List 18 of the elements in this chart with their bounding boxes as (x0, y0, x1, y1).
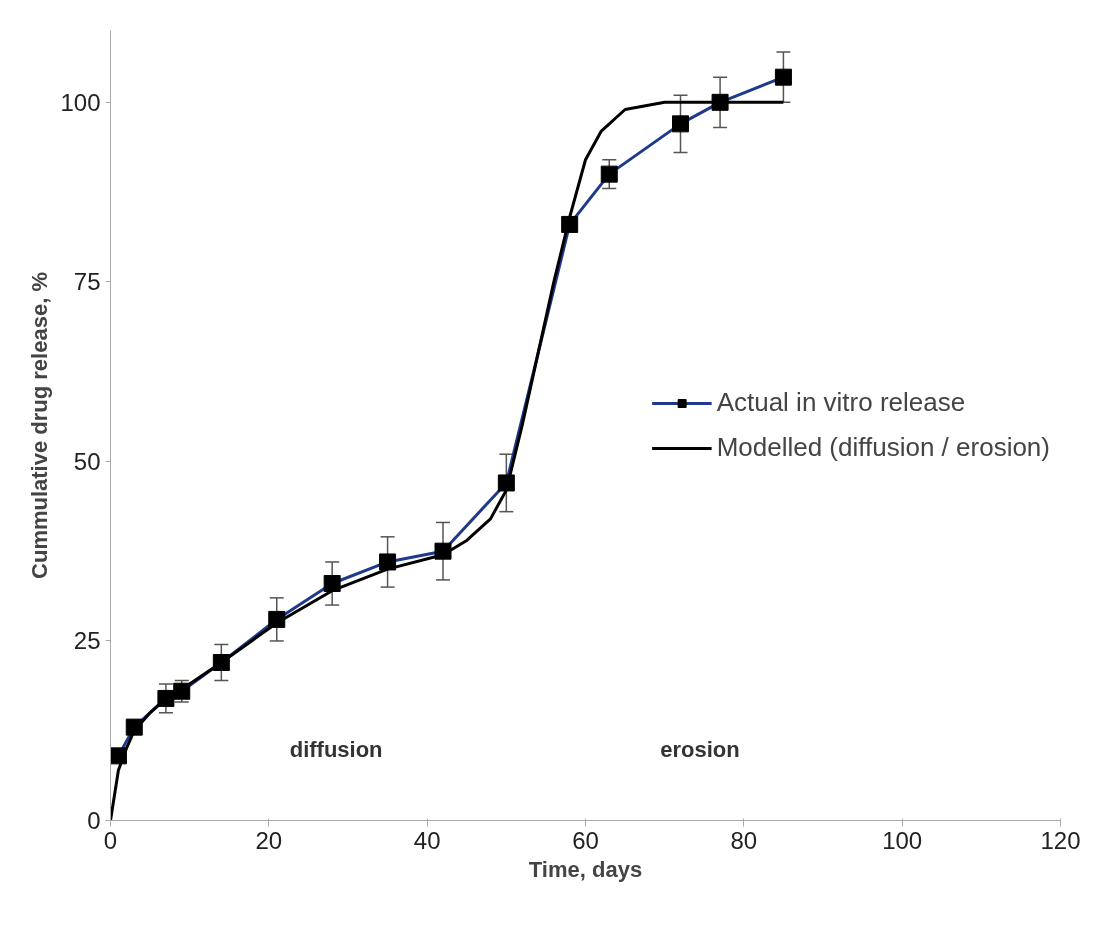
y-tick-label: 50 (73, 447, 101, 475)
annotation: diffusion (289, 736, 383, 762)
x-tick-label: 100 (882, 826, 923, 854)
x-tick-label: 20 (255, 826, 283, 854)
legend-label: Modelled (diffusion / erosion) (716, 432, 1050, 463)
y-tick-label: 25 (73, 627, 101, 655)
y-tick-label: 0 (87, 807, 101, 834)
x-tick-label: 80 (730, 826, 758, 854)
y-axis-title: Cummulative drug release, % (27, 272, 53, 579)
x-tick-label: 120 (1040, 826, 1081, 854)
x-tick-label: 40 (413, 826, 441, 854)
y-tick-label: 100 (60, 88, 101, 116)
x-tick-label: 0 (103, 826, 118, 854)
x-axis-title: Time, days (528, 856, 643, 882)
y-tick-label: 75 (73, 268, 101, 296)
x-tick-label: 60 (572, 826, 599, 854)
annotation: erosion (660, 736, 740, 762)
legend-label: Actual in vitro release (716, 387, 966, 418)
